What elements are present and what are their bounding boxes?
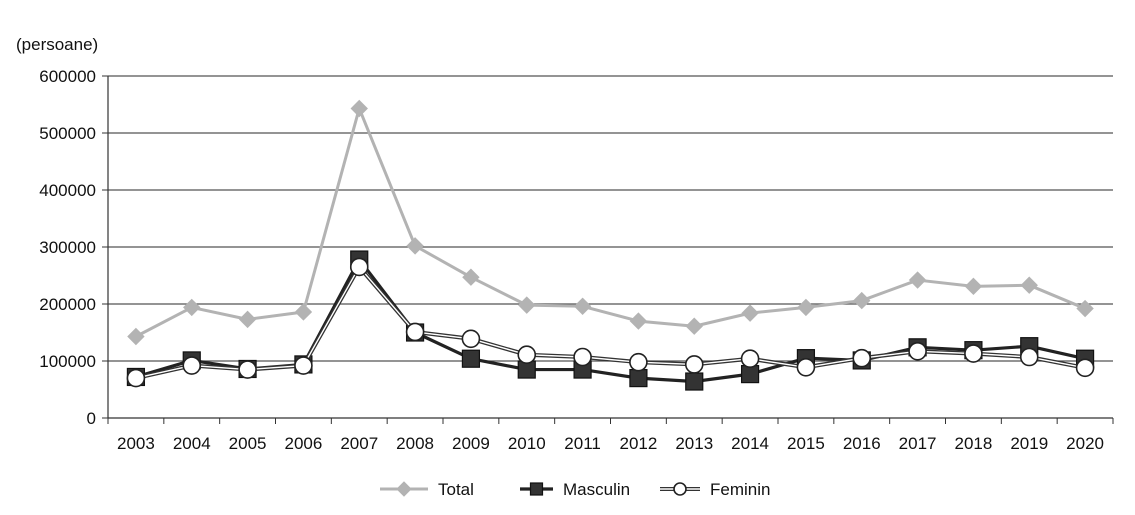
x-tick-label: 2010 bbox=[508, 434, 546, 453]
data-point bbox=[1076, 299, 1094, 318]
data-point bbox=[740, 349, 760, 369]
legend-label: Total bbox=[438, 480, 474, 499]
data-point bbox=[629, 312, 648, 330]
data-point bbox=[797, 298, 815, 317]
data-point bbox=[964, 344, 983, 363]
data-point bbox=[461, 349, 481, 368]
data-point bbox=[1020, 276, 1038, 294]
axes: 0 100000 200000 300000 400000 500000 600000 200… bbox=[39, 67, 1114, 453]
data-point bbox=[183, 298, 201, 317]
data-point bbox=[853, 291, 871, 310]
series-group bbox=[126, 99, 1095, 391]
y-tick-label: 600000 bbox=[39, 67, 96, 86]
legend-item: Total bbox=[380, 480, 474, 499]
data-point bbox=[629, 369, 648, 388]
y-tick-label: 200000 bbox=[39, 295, 96, 314]
data-point bbox=[573, 297, 592, 315]
x-tick-label: 2015 bbox=[787, 434, 825, 453]
data-point bbox=[126, 368, 146, 388]
y-tick-label: 0 bbox=[87, 409, 96, 428]
data-point bbox=[964, 277, 983, 296]
data-point bbox=[238, 310, 257, 329]
x-tick-label: 2012 bbox=[620, 434, 658, 453]
x-tick-label: 2004 bbox=[173, 434, 211, 453]
y-tick-label: 300000 bbox=[39, 238, 96, 257]
data-point bbox=[461, 329, 481, 349]
legend-item: Masculin bbox=[520, 480, 630, 499]
data-point bbox=[684, 355, 704, 374]
y-unit-label: (persoane) bbox=[16, 35, 98, 54]
legend-marker bbox=[673, 482, 687, 496]
data-point bbox=[740, 365, 760, 384]
data-point bbox=[796, 357, 816, 377]
x-tick-label: 2009 bbox=[452, 434, 490, 453]
x-tick-label: 2020 bbox=[1066, 434, 1104, 453]
x-tick-label: 2014 bbox=[731, 434, 769, 453]
data-point bbox=[685, 372, 704, 391]
data-point bbox=[405, 322, 425, 342]
legend: Total Masculin Feminin bbox=[380, 480, 770, 499]
data-point bbox=[350, 99, 368, 118]
data-point bbox=[852, 348, 872, 368]
series-line bbox=[135, 265, 1086, 379]
data-point bbox=[908, 342, 927, 361]
data-point bbox=[349, 257, 369, 277]
series-line bbox=[135, 106, 1086, 338]
data-point bbox=[573, 347, 592, 367]
data-point bbox=[741, 304, 759, 322]
data-point bbox=[629, 352, 648, 372]
gridlines bbox=[108, 75, 1113, 362]
y-tick-label: 500000 bbox=[39, 124, 96, 143]
data-point bbox=[127, 327, 145, 346]
data-point bbox=[685, 317, 703, 335]
data-point bbox=[462, 268, 480, 286]
data-point bbox=[517, 345, 537, 365]
legend-label: Masculin bbox=[563, 480, 630, 499]
x-tick-label: 2003 bbox=[117, 434, 155, 453]
y-tick-label: 400000 bbox=[39, 181, 96, 200]
data-point bbox=[1075, 358, 1095, 378]
series-feminin bbox=[126, 257, 1095, 388]
data-point bbox=[182, 356, 202, 375]
x-tick-label: 2018 bbox=[955, 434, 993, 453]
x-tick-label: 2016 bbox=[843, 434, 881, 453]
legend-item: Feminin bbox=[660, 480, 770, 499]
data-point bbox=[294, 303, 313, 321]
data-point bbox=[406, 237, 424, 255]
x-tick-label: 2011 bbox=[564, 434, 601, 453]
data-point bbox=[1019, 347, 1039, 367]
x-tick-label: 2006 bbox=[285, 434, 323, 453]
series-total bbox=[127, 99, 1094, 346]
x-tick-label: 2005 bbox=[229, 434, 267, 453]
legend-marker bbox=[529, 482, 544, 496]
data-point bbox=[238, 360, 257, 379]
y-tick-label: 100000 bbox=[39, 352, 96, 371]
x-tick-label: 2013 bbox=[675, 434, 713, 453]
legend-label: Feminin bbox=[710, 480, 770, 499]
x-tick-label: 2017 bbox=[899, 434, 937, 453]
data-point bbox=[518, 296, 536, 314]
x-tick-label: 2019 bbox=[1010, 434, 1048, 453]
data-point bbox=[294, 356, 313, 375]
legend-marker bbox=[396, 481, 412, 497]
x-tick-label: 2008 bbox=[396, 434, 434, 453]
x-tick-label: 2007 bbox=[340, 434, 378, 453]
data-point bbox=[908, 271, 927, 289]
